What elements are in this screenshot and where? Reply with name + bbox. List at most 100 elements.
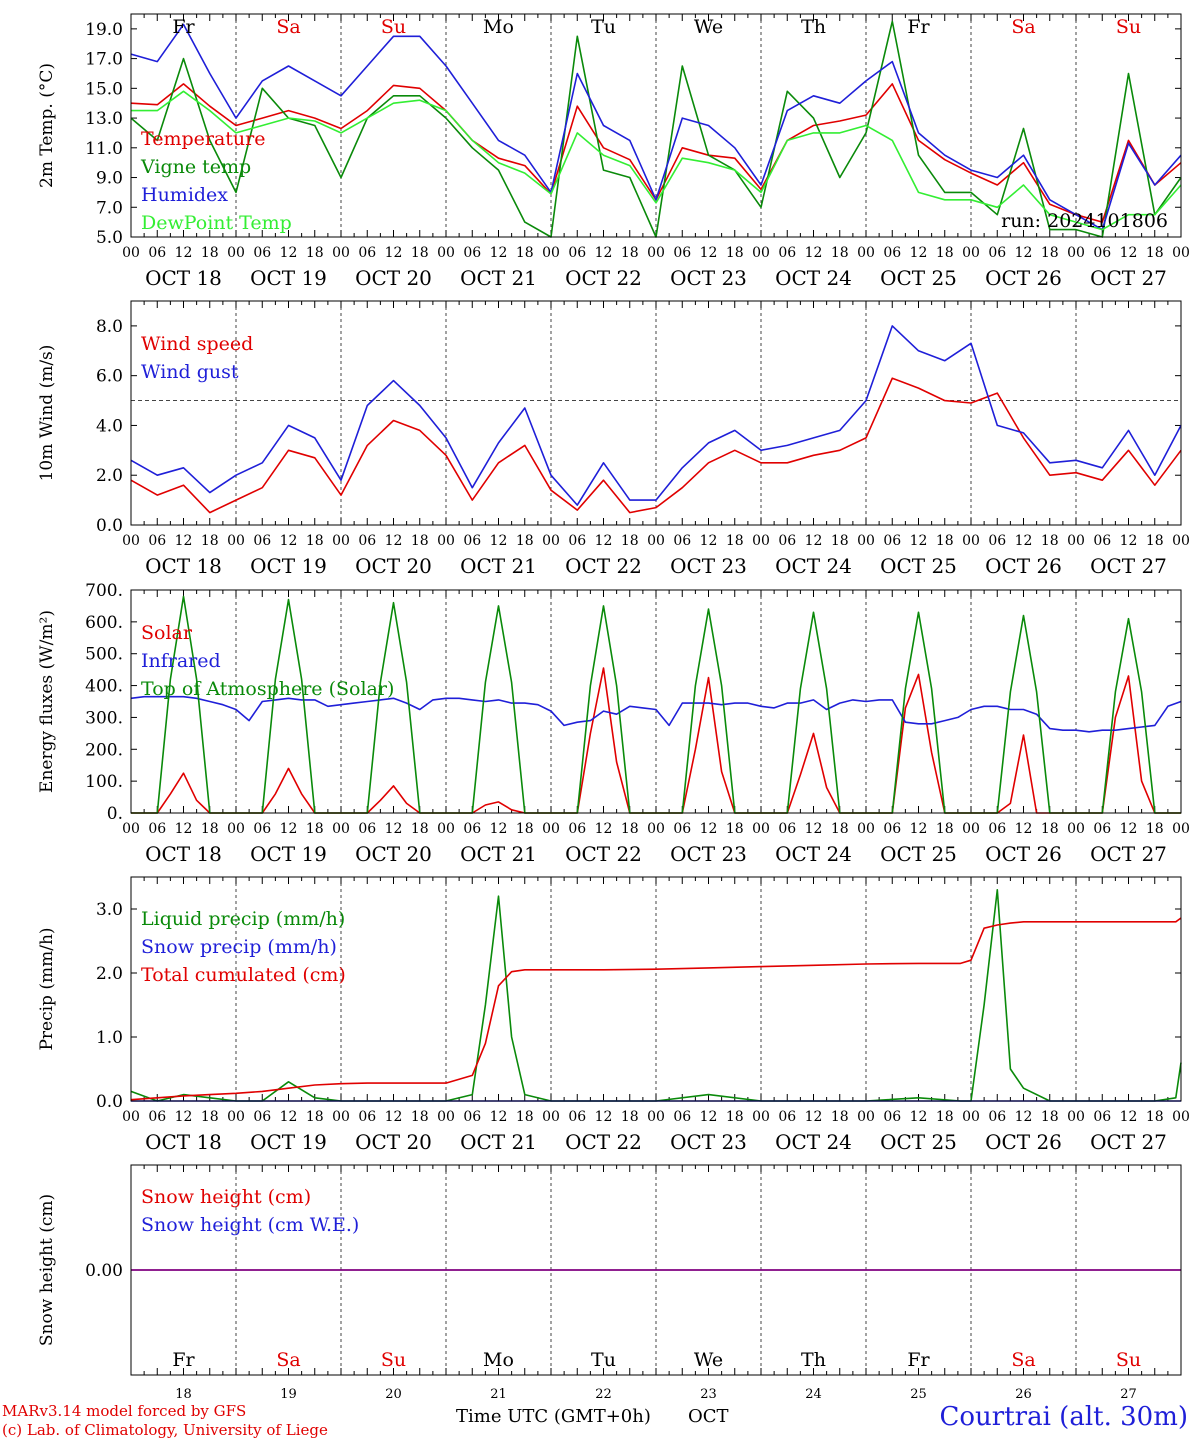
hour-tick-label: 12 bbox=[385, 821, 403, 837]
hour-tick-label: 12 bbox=[700, 533, 718, 549]
date-label: OCT 24 bbox=[775, 554, 852, 578]
hour-tick-label: 00 bbox=[332, 245, 350, 261]
date-label: OCT 25 bbox=[880, 1130, 957, 1154]
hour-tick-label: 06 bbox=[568, 1109, 586, 1125]
series-line bbox=[131, 90, 1182, 231]
hour-tick-label: 18 bbox=[621, 533, 639, 549]
hour-tick-label: 18 bbox=[621, 821, 639, 837]
hour-tick-label: 00 bbox=[1172, 821, 1190, 837]
y-tick-label: 9.0 bbox=[96, 169, 123, 189]
hour-tick-label: 12 bbox=[280, 245, 298, 261]
y-tick-label: 11.0 bbox=[85, 139, 123, 159]
hour-tick-label: 18 bbox=[411, 1109, 429, 1125]
date-label: OCT 26 bbox=[985, 554, 1062, 578]
hour-tick-label: 00 bbox=[227, 245, 245, 261]
hour-tick-label: 06 bbox=[253, 1109, 271, 1125]
y-tick-label: 500. bbox=[85, 645, 123, 665]
day-name-bottom: Fr bbox=[172, 1349, 195, 1371]
hour-tick-label: 12 bbox=[595, 821, 613, 837]
hour-tick-label: 00 bbox=[647, 245, 665, 261]
hour-tick-label: 06 bbox=[673, 1109, 691, 1125]
hour-tick-label: 00 bbox=[647, 1109, 665, 1125]
date-label: OCT 19 bbox=[250, 554, 327, 578]
hour-tick-label: 12 bbox=[490, 245, 508, 261]
y-tick-label: 17.0 bbox=[85, 50, 123, 70]
y-tick-label: 0.0 bbox=[96, 516, 123, 536]
y-tick-label: 6.0 bbox=[96, 367, 123, 387]
hour-tick-label: 18 bbox=[726, 533, 744, 549]
hour-tick-label: 00 bbox=[857, 1109, 875, 1125]
hour-tick-label: 18 bbox=[726, 1109, 744, 1125]
legend-entry: Humidex bbox=[141, 184, 228, 206]
hour-tick-label: 06 bbox=[1093, 1109, 1111, 1125]
hour-tick-label: 12 bbox=[1120, 1109, 1138, 1125]
legend-entry: Snow height (cm) bbox=[141, 1186, 311, 1208]
hour-tick-label: 00 bbox=[542, 533, 560, 549]
date-label: OCT 22 bbox=[565, 554, 642, 578]
hour-tick-label: 00 bbox=[1067, 533, 1085, 549]
day-name-bottom: Fr bbox=[907, 1349, 930, 1371]
date-label: OCT 25 bbox=[880, 266, 957, 290]
hour-tick-label: 00 bbox=[542, 821, 560, 837]
date-label: OCT 21 bbox=[460, 1130, 537, 1154]
day-name-bottom: Mo bbox=[483, 1349, 514, 1371]
series-line bbox=[130, 695, 1182, 733]
hour-tick-label: 06 bbox=[463, 821, 481, 837]
hour-tick-label: 06 bbox=[463, 1109, 481, 1125]
hour-tick-label: 00 bbox=[122, 821, 140, 837]
hour-tick-label: 18 bbox=[201, 1109, 219, 1125]
panel-frame bbox=[130, 876, 1182, 1102]
date-label: OCT 27 bbox=[1090, 554, 1167, 578]
hour-tick-label: 18 bbox=[306, 1109, 324, 1125]
panel-5: 0.00 Snow height (cm) Snow height (cm) Snow… bbox=[37, 1164, 1182, 1376]
hour-tick-label: 12 bbox=[805, 821, 823, 837]
hour-tick-label: 00 bbox=[332, 1109, 350, 1125]
hour-tick-label: 18 bbox=[831, 245, 849, 261]
hour-tick-label: 12 bbox=[700, 245, 718, 261]
day-name-bottom: We bbox=[694, 1349, 723, 1371]
day-name-top: Fr bbox=[907, 16, 930, 38]
hour-tick-label: 18 bbox=[516, 245, 534, 261]
legend-entry: Total cumulated (cm) bbox=[141, 964, 346, 986]
date-label: OCT 18 bbox=[145, 554, 222, 578]
day-number: 24 bbox=[805, 1387, 822, 1402]
date-label: OCT 21 bbox=[460, 842, 537, 866]
day-name-top: Tu bbox=[591, 16, 616, 38]
hour-tick-label: 12 bbox=[385, 245, 403, 261]
day-name-bottom: Sa bbox=[276, 1349, 300, 1371]
hour-tick-label: 12 bbox=[1015, 245, 1033, 261]
hour-tick-label: 12 bbox=[595, 1109, 613, 1125]
hour-tick-label: 00 bbox=[752, 821, 770, 837]
hour-tick-label: 00 bbox=[122, 1109, 140, 1125]
hour-tick-label: 00 bbox=[1067, 245, 1085, 261]
hour-tick-label: 00 bbox=[857, 245, 875, 261]
y-tick-label: 200. bbox=[85, 740, 123, 760]
hour-tick-label: 12 bbox=[1120, 821, 1138, 837]
hour-tick-label: 00 bbox=[1067, 1109, 1085, 1125]
day-number: 20 bbox=[385, 1387, 402, 1402]
hour-tick-label: 06 bbox=[148, 245, 166, 261]
y-tick-label: 0.00 bbox=[85, 1261, 123, 1281]
hour-tick-label: 06 bbox=[988, 245, 1006, 261]
hour-tick-label: 06 bbox=[568, 821, 586, 837]
hour-tick-label: 18 bbox=[306, 821, 324, 837]
hour-tick-label: 06 bbox=[568, 245, 586, 261]
date-label: OCT 26 bbox=[985, 842, 1062, 866]
hour-tick-label: 06 bbox=[883, 1109, 901, 1125]
hour-tick-label: 06 bbox=[673, 245, 691, 261]
hour-tick-label: 18 bbox=[621, 245, 639, 261]
hour-tick-label: 12 bbox=[1015, 1109, 1033, 1125]
hour-tick-label: 06 bbox=[673, 533, 691, 549]
hour-tick-label: 18 bbox=[1041, 1109, 1059, 1125]
hour-tick-label: 06 bbox=[883, 533, 901, 549]
hour-tick-label: 12 bbox=[175, 245, 193, 261]
y-axis-label: Snow height (cm) bbox=[37, 1194, 57, 1346]
date-label: OCT 23 bbox=[670, 266, 747, 290]
y-tick-label: 7.0 bbox=[96, 198, 123, 218]
hour-tick-label: 12 bbox=[175, 1109, 193, 1125]
hour-tick-label: 06 bbox=[1093, 821, 1111, 837]
day-name-bottom: Sa bbox=[1011, 1349, 1035, 1371]
hour-tick-label: 06 bbox=[568, 533, 586, 549]
hour-tick-label: 06 bbox=[778, 821, 796, 837]
date-label: OCT 25 bbox=[880, 554, 957, 578]
